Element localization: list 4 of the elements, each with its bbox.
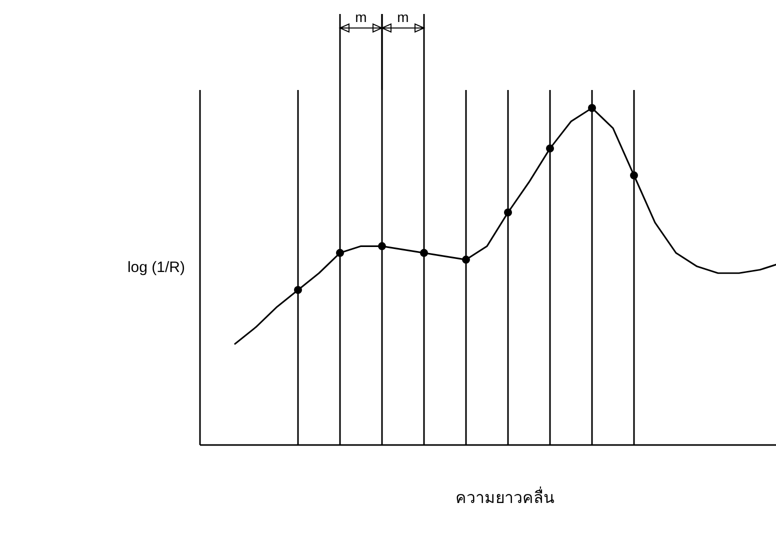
y-axis-title: log (1/R): [127, 259, 185, 276]
x-axis-title: ความยาวคลื่น: [456, 486, 554, 507]
text: m: [397, 9, 409, 25]
text: m: [355, 9, 367, 25]
